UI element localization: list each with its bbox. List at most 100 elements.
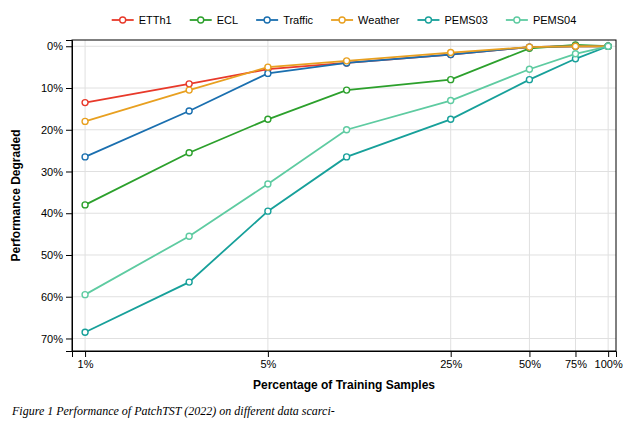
series-line [85,46,608,332]
x-tick-mark [268,351,269,357]
legend-item: ETTh1 [112,14,172,26]
y-tick-label: 20% [41,124,63,136]
y-tick: 60% [41,291,72,303]
series-point [186,81,192,87]
x-axis: 100% 75% 50% 25% 5% 1% [73,351,623,370]
series-point [526,66,532,72]
x-tick: 1% [78,351,94,370]
series-point [186,87,192,93]
legend-marker [514,17,520,23]
series-point [186,150,192,156]
x-tick-label: 25% [440,358,462,370]
series-point [526,77,532,83]
y-tick-mark [66,171,72,172]
y-tick-label: 10% [41,82,63,94]
series-line [85,46,608,121]
series-point [526,44,532,50]
y-tick-mark [66,338,72,339]
y-tick: 70% [41,332,72,344]
y-tick-label: 60% [41,291,63,303]
x-tick: 5% [260,351,276,370]
plot-frame [72,40,616,351]
x-tick: 50% [519,351,541,370]
series-point [82,202,88,208]
legend-label: ETTh1 [139,14,172,26]
legend-marker [264,17,270,23]
series-point [572,43,578,49]
legend-item: PEMS03 [417,14,487,26]
y-tick-mark [66,46,72,47]
series-point [344,58,350,64]
legend-item: PEMS04 [506,14,576,26]
legend-marker [339,17,345,23]
series-point [265,181,271,187]
legend-label: Weather [358,14,400,26]
y-tick: 0% [47,40,72,52]
series-line [85,46,608,102]
y-grid-line [72,213,616,214]
plot: 100% 75% 50% 25% 5% 1% 0% 10% 20% 30% 40% 50% 60% 70% [41,40,623,370]
legend: ETTh1 ECL Traffic Weather PEMS03 PEMS04 [112,14,577,26]
y-tick-mark [66,213,72,214]
legend-label: PEMS04 [533,14,576,26]
grid [72,40,616,351]
x-grid-line [529,40,530,351]
y-tick-label: 40% [41,207,63,219]
series-point [344,87,350,93]
y-grid-line [72,296,616,297]
x-tick-mark [608,351,609,357]
series-point [265,70,271,76]
series-point [572,51,578,57]
x-tick-label: 50% [519,358,541,370]
series-point [82,292,88,298]
x-tick-label: 5% [260,358,276,370]
series-line [85,46,608,157]
legend-marker [425,17,431,23]
x-tick-label: 75% [565,358,587,370]
legend-label: PEMS03 [444,14,487,26]
y-tick: 30% [41,166,72,178]
legend-marker [120,17,126,23]
y-tick-label: 30% [41,166,63,178]
x-grid-line [267,40,268,351]
legend-marker [198,17,204,23]
series-point [572,43,578,49]
chart: 100% 75% 50% 25% 5% 1% 0% 10% 20% 30% 40% 50% 60% 70%… [0,0,640,423]
legend-item: Weather [331,14,400,26]
series-point [265,116,271,122]
series-point [605,43,611,49]
series-point [82,118,88,124]
series-point [82,100,88,106]
y-tick-mark [66,297,72,298]
caption: Figure 1 Performance of PatchTST (2022) … [11,404,335,418]
y-tick-mark [66,255,72,256]
series-point [572,43,578,49]
x-tick-mark [85,351,86,357]
series-point [344,127,350,133]
y-tick: 10% [41,82,72,94]
x-tick: 100% [595,351,623,370]
series-point [82,154,88,160]
series-point [526,44,532,50]
series-point [605,43,611,49]
x-tick-mark [575,351,576,357]
series-point [605,43,611,49]
series-point [605,43,611,49]
x-grid-line [85,40,86,351]
legend-label: ECL [217,14,238,26]
legend-item: Traffic [256,14,313,26]
x-tick-mark [451,351,452,357]
series-line [85,45,608,205]
y-grid-line [72,338,616,339]
x-axis-line [73,352,617,358]
y-axis-line [66,41,73,352]
x-tick-mark [529,351,530,357]
x-tick-label: 1% [78,358,94,370]
series-point [265,208,271,214]
y-tick: 40% [41,207,72,219]
y-tick: 20% [41,124,72,136]
x-tick: 75% [565,351,587,370]
series-point [448,98,454,104]
series-point [605,43,611,49]
series-point [605,43,611,49]
